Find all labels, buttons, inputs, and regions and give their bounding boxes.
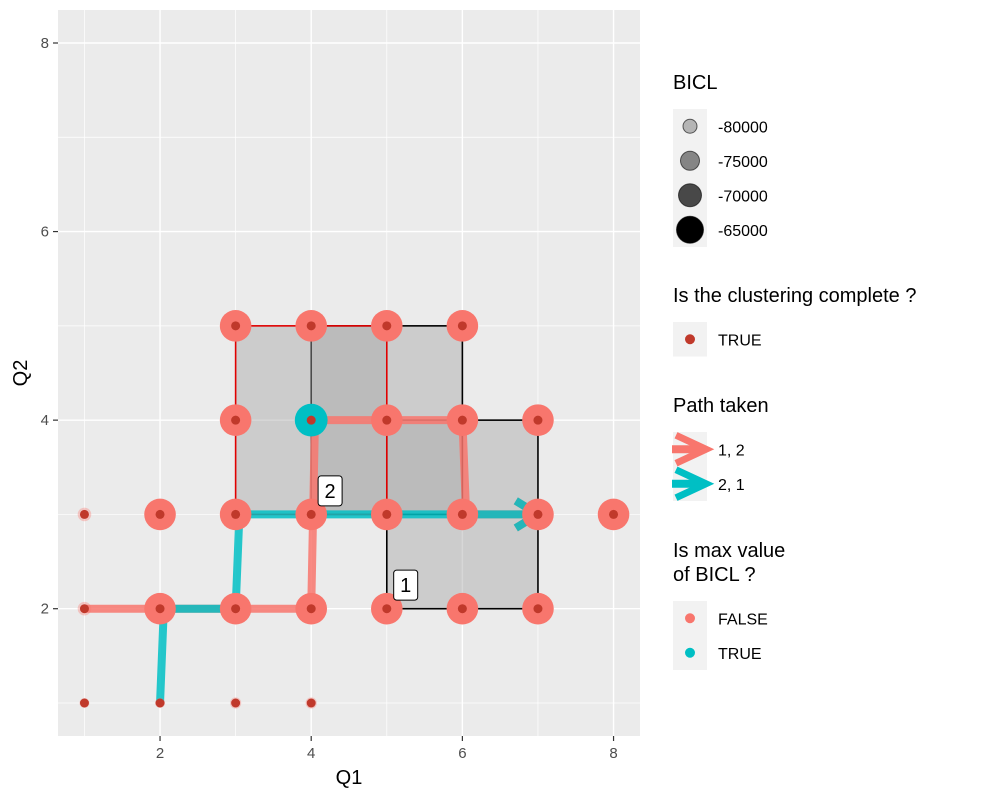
y-tick-label: 8	[41, 35, 49, 52]
data-point-center	[306, 415, 316, 425]
legend-label: -70000	[718, 188, 768, 205]
legend-label: TRUE	[718, 646, 762, 663]
data-point-center	[533, 415, 543, 425]
legend-point-key	[685, 647, 695, 658]
legend-size-key	[682, 118, 698, 134]
data-point-center	[382, 509, 392, 519]
legend-label: FALSE	[718, 611, 768, 628]
data-point-center	[609, 509, 619, 519]
x-tick-label: 8	[609, 745, 617, 762]
data-point-center	[457, 509, 467, 519]
data-point-center	[457, 604, 467, 614]
y-tick-label: 4	[41, 412, 49, 429]
x-tick-label: 2	[156, 745, 164, 762]
data-point-center	[79, 604, 89, 614]
legend-label: TRUE	[718, 332, 762, 349]
legend-title: Path taken	[673, 395, 769, 417]
x-tick-label: 6	[458, 745, 466, 762]
legend-title: BICL	[673, 72, 717, 94]
data-point-center	[231, 698, 241, 708]
data-point-center	[306, 604, 316, 614]
data-point-center	[306, 698, 316, 708]
rect-label-2: 2	[325, 481, 336, 503]
data-point-center	[306, 321, 316, 331]
data-point-center	[155, 509, 165, 519]
legend-label: -65000	[718, 223, 768, 240]
x-tick-label: 4	[307, 745, 315, 762]
data-point-center	[306, 509, 316, 519]
data-point-center	[79, 698, 89, 708]
legend-size-key	[678, 183, 702, 208]
data-point-center	[231, 604, 241, 614]
legend-label: 2, 1	[718, 477, 745, 494]
legend-size-key	[680, 150, 700, 171]
y-axis-title: Q2	[10, 360, 32, 387]
legend-title: Is max value	[673, 540, 785, 562]
data-point-center	[155, 604, 165, 614]
data-point-center	[533, 604, 543, 614]
data-point-center	[457, 415, 467, 425]
legend-arrow-head	[674, 466, 715, 501]
data-point-center	[457, 321, 467, 331]
data-point-center	[382, 415, 392, 425]
data-point-center	[231, 321, 241, 331]
legend-size-key	[676, 215, 704, 244]
legend-title: Is the clustering complete ?	[673, 285, 916, 307]
rect-label-box	[317, 475, 343, 507]
data-points	[77, 310, 630, 709]
data-point-center	[533, 509, 543, 519]
y-tick-label: 2	[41, 601, 49, 618]
axes: 2 4 6 8 2 4 6 8	[41, 35, 618, 762]
data-point-center	[231, 509, 241, 519]
legend-arrow-head	[674, 432, 715, 467]
legend-label: 1, 2	[718, 442, 745, 459]
rect-label-box	[393, 569, 419, 601]
legends: BICL -80000 -75000 -70000 -65000 Is the clust…	[672, 72, 916, 670]
x-axis-title: Q1	[336, 767, 363, 789]
legend-point-key	[685, 613, 695, 624]
data-point-center	[382, 604, 392, 614]
y-tick-label: 6	[41, 224, 49, 241]
rect-label-1: 1	[400, 575, 411, 597]
legend-title: of BICL ?	[673, 564, 756, 586]
legend-key-bg	[673, 601, 707, 670]
legend-label: -80000	[718, 119, 768, 136]
data-point-center	[155, 698, 165, 708]
legend-label: -75000	[718, 154, 768, 171]
data-point-center	[382, 321, 392, 331]
data-point-center	[231, 415, 241, 425]
rectangle-labels: 12	[317, 475, 419, 601]
legend-point-key	[685, 334, 695, 345]
data-point-center	[79, 509, 89, 519]
